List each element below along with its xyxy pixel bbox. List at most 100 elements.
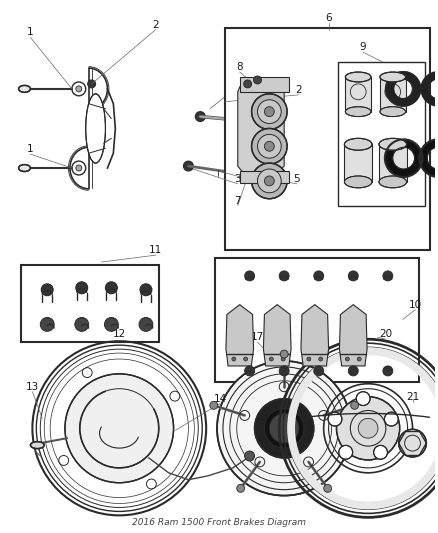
Text: 8: 8	[237, 62, 243, 72]
Ellipse shape	[346, 72, 371, 82]
Circle shape	[245, 271, 254, 281]
Circle shape	[265, 141, 274, 151]
Circle shape	[357, 357, 361, 361]
Circle shape	[399, 429, 426, 457]
Circle shape	[314, 271, 324, 281]
Circle shape	[328, 412, 342, 426]
Polygon shape	[238, 78, 284, 176]
Circle shape	[76, 282, 88, 294]
Circle shape	[76, 165, 82, 171]
Text: 1: 1	[27, 28, 34, 37]
Text: 11: 11	[149, 245, 162, 255]
Text: 2: 2	[296, 85, 302, 95]
Circle shape	[346, 357, 350, 361]
Circle shape	[65, 374, 173, 483]
Circle shape	[374, 446, 388, 459]
Circle shape	[258, 169, 281, 193]
Wedge shape	[287, 347, 438, 510]
Text: 13: 13	[26, 382, 39, 392]
Circle shape	[383, 271, 393, 281]
Circle shape	[254, 76, 261, 84]
Circle shape	[139, 318, 153, 332]
Circle shape	[279, 366, 289, 376]
Bar	[380, 77, 406, 111]
Ellipse shape	[380, 107, 406, 117]
Text: 14: 14	[213, 393, 226, 403]
Circle shape	[339, 446, 353, 459]
Text: 1: 1	[27, 144, 34, 154]
Bar	[339, 62, 425, 206]
Circle shape	[258, 100, 281, 124]
Wedge shape	[421, 72, 438, 106]
Circle shape	[265, 176, 274, 186]
Text: 9: 9	[360, 42, 367, 52]
Wedge shape	[420, 139, 438, 177]
Wedge shape	[386, 72, 420, 106]
Text: 18: 18	[304, 332, 318, 342]
Text: 2016 Ram 1500 Front Brakes Diagram: 2016 Ram 1500 Front Brakes Diagram	[132, 518, 306, 527]
Text: 21: 21	[406, 392, 419, 402]
Circle shape	[217, 361, 351, 496]
Ellipse shape	[18, 85, 30, 92]
Circle shape	[242, 170, 250, 178]
Text: 7: 7	[234, 196, 241, 206]
Circle shape	[265, 408, 304, 448]
Ellipse shape	[18, 165, 30, 172]
Circle shape	[106, 282, 117, 294]
Bar	[215, 258, 420, 382]
Ellipse shape	[379, 139, 406, 150]
Circle shape	[356, 392, 370, 406]
Circle shape	[348, 271, 358, 281]
Bar	[240, 77, 289, 92]
Circle shape	[251, 163, 287, 199]
Circle shape	[232, 357, 236, 361]
Circle shape	[280, 350, 288, 358]
Text: 10: 10	[409, 300, 422, 310]
Text: 6: 6	[325, 13, 332, 22]
Wedge shape	[387, 72, 420, 106]
Bar	[225, 28, 430, 250]
Circle shape	[348, 366, 358, 376]
Circle shape	[358, 418, 378, 438]
Polygon shape	[339, 304, 367, 366]
Circle shape	[195, 111, 205, 122]
Circle shape	[324, 484, 332, 492]
Circle shape	[75, 318, 88, 332]
Text: 2: 2	[152, 20, 159, 29]
Circle shape	[237, 484, 244, 492]
Text: 4: 4	[264, 174, 271, 184]
Ellipse shape	[379, 176, 406, 188]
Circle shape	[254, 399, 314, 458]
Bar	[240, 171, 289, 183]
Circle shape	[184, 161, 193, 171]
Circle shape	[88, 80, 95, 88]
Circle shape	[269, 414, 299, 443]
Polygon shape	[263, 304, 291, 366]
Circle shape	[383, 366, 393, 376]
Ellipse shape	[380, 72, 406, 82]
Text: 5: 5	[294, 174, 300, 184]
Circle shape	[76, 86, 82, 92]
Text: 17: 17	[251, 332, 264, 342]
Circle shape	[105, 318, 118, 332]
Ellipse shape	[346, 107, 371, 117]
Polygon shape	[301, 304, 328, 366]
Circle shape	[336, 397, 400, 460]
Bar	[21, 265, 159, 342]
Circle shape	[40, 318, 54, 332]
Circle shape	[279, 271, 289, 281]
Circle shape	[245, 366, 254, 376]
Circle shape	[244, 80, 251, 88]
Text: 12: 12	[113, 329, 126, 340]
Circle shape	[251, 128, 287, 164]
Circle shape	[140, 284, 152, 296]
Ellipse shape	[344, 139, 372, 150]
Circle shape	[253, 117, 262, 126]
Circle shape	[244, 357, 247, 361]
Circle shape	[269, 357, 273, 361]
Polygon shape	[226, 304, 254, 366]
Circle shape	[351, 401, 359, 409]
Circle shape	[245, 451, 254, 461]
Wedge shape	[385, 139, 422, 177]
Circle shape	[265, 107, 274, 117]
